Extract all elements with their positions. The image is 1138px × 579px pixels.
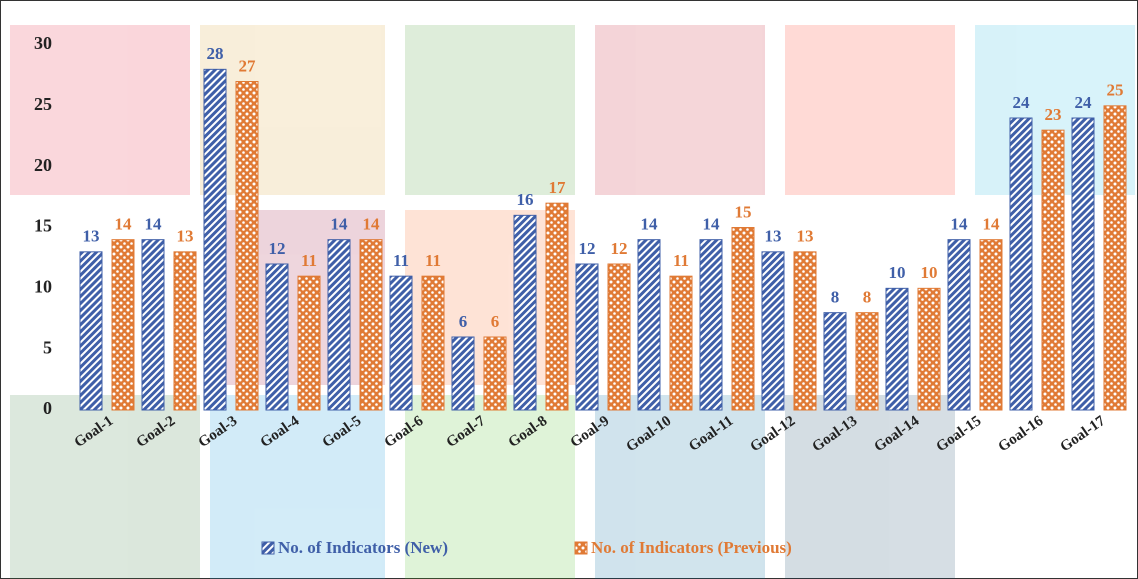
value-label: 11 (301, 251, 317, 270)
value-label: 25 (1107, 81, 1124, 100)
value-label: 11 (673, 251, 689, 270)
value-label: 27 (239, 56, 257, 75)
bar (235, 81, 259, 411)
bar (389, 275, 413, 411)
value-label: 23 (1045, 105, 1062, 124)
bar (545, 202, 569, 411)
y-tick-label: 15 (34, 216, 52, 236)
bar (607, 263, 631, 411)
value-label: 12 (269, 239, 286, 258)
legend-swatch (261, 541, 275, 555)
value-label: 13 (797, 227, 814, 246)
bar (203, 68, 227, 411)
bar (173, 251, 197, 411)
value-label: 14 (115, 215, 133, 234)
bar (793, 251, 817, 411)
value-label: 10 (921, 263, 938, 282)
legend-swatch (574, 541, 588, 555)
bar (637, 239, 661, 411)
y-tick-label: 25 (34, 94, 52, 114)
value-label: 11 (393, 251, 409, 270)
value-label: 17 (549, 178, 567, 197)
value-label: 8 (831, 288, 840, 307)
value-label: 28 (207, 44, 224, 63)
bar (297, 275, 321, 411)
value-label: 15 (735, 202, 752, 221)
value-label: 13 (765, 227, 782, 246)
y-tick-label: 30 (34, 33, 52, 53)
value-label: 16 (517, 190, 534, 209)
value-label: 14 (703, 215, 721, 234)
bar (421, 275, 445, 411)
bar (265, 263, 289, 411)
bar (1071, 117, 1095, 411)
bar (141, 239, 165, 411)
value-label: 14 (145, 215, 163, 234)
value-label: 12 (611, 239, 628, 258)
value-label: 6 (459, 312, 468, 331)
value-label: 14 (331, 215, 349, 234)
bar (327, 239, 351, 411)
y-tick-label: 0 (43, 398, 52, 418)
value-label: 10 (889, 263, 906, 282)
bar (979, 239, 1003, 411)
value-label: 14 (641, 215, 659, 234)
value-label: 24 (1013, 93, 1031, 112)
bar (513, 214, 537, 411)
bar (1041, 129, 1065, 411)
y-tick-label: 5 (43, 337, 52, 357)
bar (1009, 117, 1033, 411)
bar (947, 239, 971, 411)
value-label: 8 (863, 288, 872, 307)
bar (111, 239, 135, 411)
bar (483, 336, 507, 411)
bar (761, 251, 785, 411)
bar (855, 312, 879, 411)
value-label: 13 (177, 227, 194, 246)
value-label: 14 (951, 215, 969, 234)
value-label: 14 (363, 215, 381, 234)
bar (699, 239, 723, 411)
value-label: 12 (579, 239, 596, 258)
bar (823, 312, 847, 411)
value-label: 24 (1075, 93, 1093, 112)
bar (917, 287, 941, 411)
value-label: 6 (491, 312, 500, 331)
y-tick-label: 20 (34, 155, 52, 175)
y-tick-label: 10 (34, 276, 52, 296)
bar (451, 336, 475, 411)
legend-label: No. of Indicators (New) (278, 538, 448, 557)
bar (669, 275, 693, 411)
bar (885, 287, 909, 411)
legend-label: No. of Indicators (Previous) (591, 538, 792, 557)
bar (575, 263, 599, 411)
value-label: 14 (983, 215, 1001, 234)
bar (359, 239, 383, 411)
value-label: 13 (83, 227, 100, 246)
bar (79, 251, 103, 411)
bar (731, 227, 755, 411)
bar (1103, 105, 1127, 411)
value-label: 11 (425, 251, 441, 270)
